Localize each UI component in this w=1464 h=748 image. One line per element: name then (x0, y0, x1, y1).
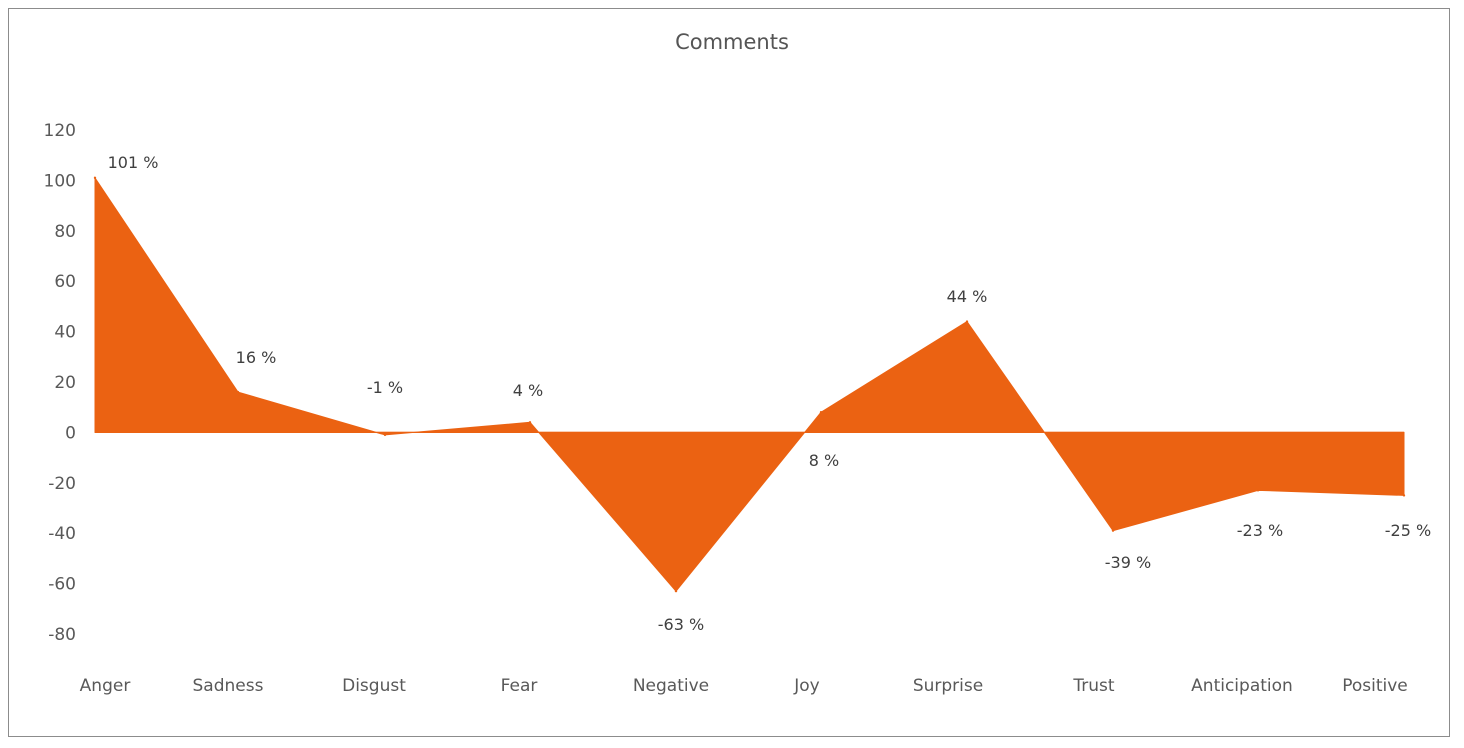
x-category-label: Anticipation (1191, 676, 1293, 696)
plot-area (93, 176, 1406, 593)
x-category-label: Trust (1072, 676, 1115, 696)
x-category-label: Surprise (913, 676, 983, 696)
data-label: -1 % (367, 378, 403, 397)
y-tick-label: -80 (48, 625, 76, 645)
data-labels: 101 % 16 % -1 % 4 % -63 % 8 % 44 % -39 % -23 % -2… (108, 153, 1432, 634)
data-point (1111, 529, 1115, 532)
x-axis: Anger Sadness Disgust Fear Negative Joy Surpri… (80, 676, 1408, 696)
y-axis: 120 100 80 60 40 20 0 -20 -40 -60 -80 (44, 121, 76, 645)
x-category-label: Joy (793, 676, 819, 696)
y-tick-label: -60 (48, 575, 76, 595)
data-point (819, 411, 823, 414)
data-point (528, 421, 532, 424)
data-label: -23 % (1237, 521, 1283, 540)
area-series-comments (94, 176, 1405, 592)
data-point (674, 589, 678, 593)
data-point (236, 390, 240, 394)
data-label: -63 % (658, 615, 704, 634)
y-tick-label: -40 (48, 524, 76, 544)
x-category-label: Negative (633, 676, 709, 696)
y-tick-label: 100 (44, 171, 76, 191)
x-category-label: Fear (501, 676, 538, 696)
y-tick-label: 0 (65, 423, 76, 443)
data-point (383, 433, 387, 437)
y-tick-label: 60 (54, 272, 76, 292)
x-category-label: Anger (80, 676, 131, 696)
y-tick-label: 120 (44, 121, 76, 141)
data-label: -25 % (1385, 521, 1431, 540)
y-tick-label: -20 (48, 474, 76, 494)
x-category-label: Sadness (193, 676, 264, 696)
x-category-label: Disgust (342, 676, 406, 696)
data-point (965, 320, 969, 323)
chart-title: Comments (675, 30, 789, 54)
y-tick-label: 80 (54, 222, 76, 242)
data-label: 4 % (513, 381, 543, 400)
data-point (1256, 489, 1260, 492)
data-label: 8 % (809, 451, 839, 470)
data-label: 101 % (108, 153, 159, 172)
data-point (93, 176, 97, 180)
chart-frame (8, 8, 1450, 737)
y-tick-label: 20 (54, 373, 76, 393)
x-category-label: Positive (1342, 676, 1408, 696)
data-point (1402, 494, 1406, 497)
data-label: 16 % (236, 348, 277, 367)
data-label: -39 % (1105, 553, 1151, 572)
data-label: 44 % (947, 287, 988, 306)
y-tick-label: 40 (54, 323, 76, 343)
